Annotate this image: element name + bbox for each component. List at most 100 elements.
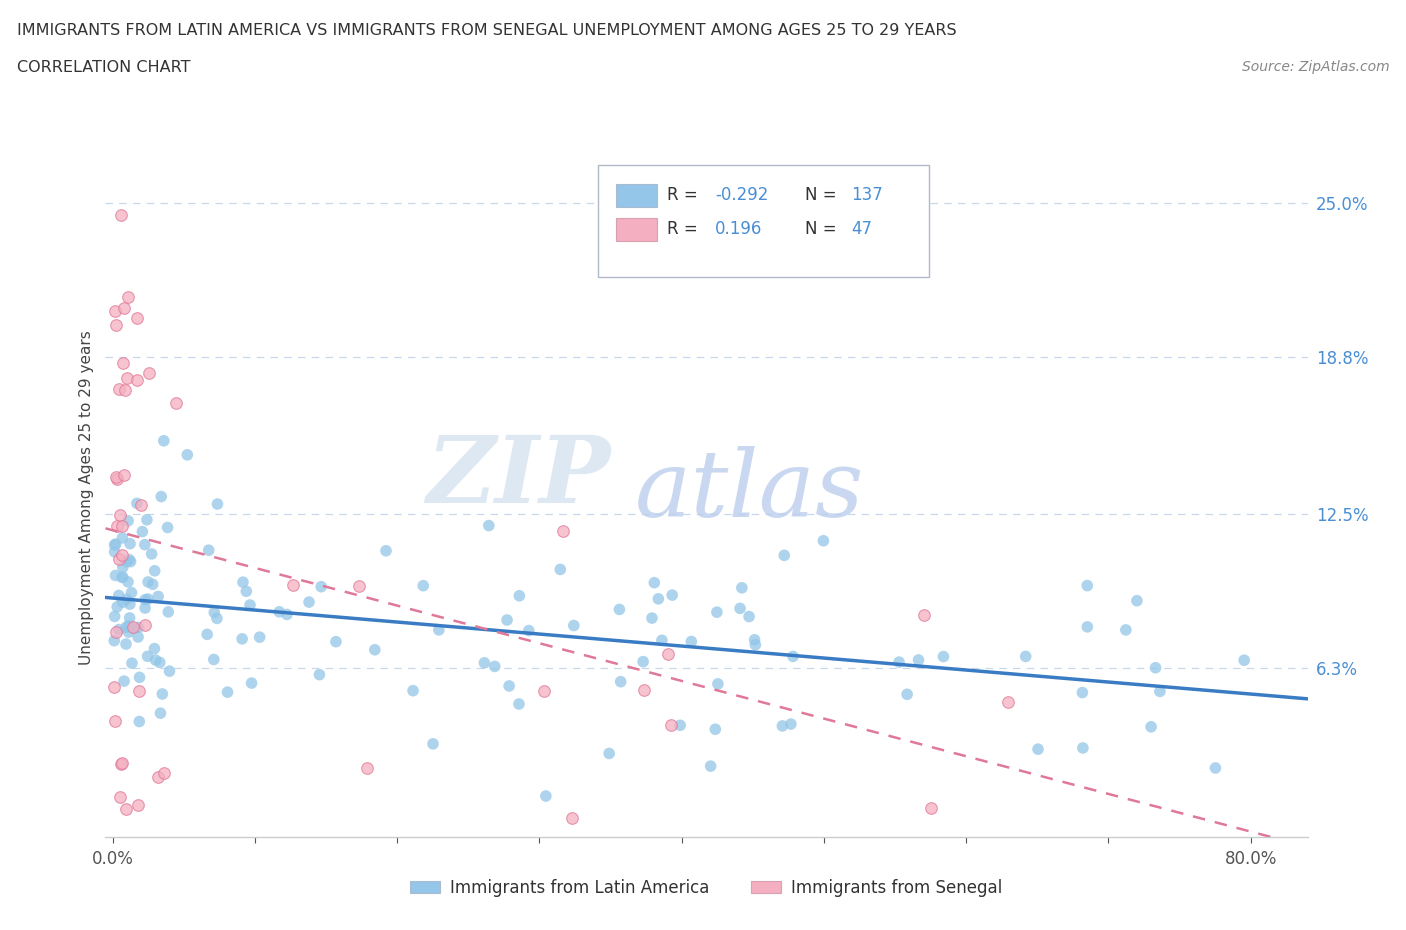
Point <box>561 811 583 826</box>
Text: 47: 47 <box>851 220 872 238</box>
Point <box>738 609 761 624</box>
Point <box>609 674 631 689</box>
Point <box>104 537 127 551</box>
Point <box>782 649 804 664</box>
Text: atlas: atlas <box>634 445 863 536</box>
Point <box>105 625 128 640</box>
Point <box>1204 761 1226 776</box>
Point <box>112 468 135 483</box>
Text: 0.196: 0.196 <box>714 220 762 238</box>
Point <box>111 547 134 562</box>
Point <box>110 756 132 771</box>
Point <box>122 619 145 634</box>
Point <box>681 634 703 649</box>
Point <box>134 601 156 616</box>
Point <box>779 717 801 732</box>
Point <box>921 801 943 816</box>
Point <box>104 568 127 583</box>
Point <box>669 718 692 733</box>
Point <box>108 622 131 637</box>
Point <box>202 605 225 620</box>
Point <box>107 551 129 566</box>
Point <box>135 512 157 527</box>
Point <box>120 537 142 551</box>
Point <box>150 686 173 701</box>
Point <box>356 761 378 776</box>
Point <box>115 554 138 569</box>
Point <box>298 594 321 609</box>
Point <box>136 575 159 590</box>
Point <box>128 714 150 729</box>
Point <box>110 208 132 223</box>
Y-axis label: Unemployment Among Ages 25 to 29 years: Unemployment Among Ages 25 to 29 years <box>79 330 94 665</box>
Point <box>422 737 444 751</box>
Point <box>117 618 139 633</box>
Point <box>104 303 127 318</box>
Point <box>117 289 139 304</box>
Point <box>111 570 134 585</box>
Point <box>281 578 304 592</box>
Point <box>240 675 263 690</box>
Point <box>773 548 796 563</box>
Point <box>235 584 257 599</box>
Point <box>217 684 239 699</box>
Point <box>349 578 371 593</box>
Point <box>149 706 172 721</box>
Point <box>115 802 138 817</box>
Point <box>131 525 153 539</box>
Point <box>896 687 918 702</box>
Point <box>111 756 134 771</box>
Point <box>412 578 434 593</box>
Text: -0.292: -0.292 <box>714 186 768 205</box>
Point <box>231 631 253 646</box>
Point <box>125 496 148 511</box>
Point <box>150 489 173 504</box>
Point <box>103 680 125 695</box>
Point <box>127 798 149 813</box>
Point <box>143 641 166 656</box>
Point <box>1144 660 1167 675</box>
Point <box>111 595 134 610</box>
Point <box>813 533 835 548</box>
Point <box>127 630 149 644</box>
Point <box>117 513 139 528</box>
Point <box>118 597 141 612</box>
Text: R =: R = <box>666 186 697 205</box>
Point <box>104 714 127 729</box>
Point <box>484 659 506 674</box>
FancyBboxPatch shape <box>599 165 929 277</box>
Point <box>104 544 127 559</box>
Point <box>118 552 141 567</box>
Point <box>498 679 520 694</box>
Point <box>427 622 450 637</box>
Point <box>157 604 180 619</box>
Point <box>609 602 631 617</box>
Point <box>152 433 174 448</box>
Point <box>128 684 150 698</box>
Point <box>744 637 766 652</box>
Point <box>104 609 127 624</box>
Legend: Immigrants from Latin America, Immigrants from Senegal: Immigrants from Latin America, Immigrant… <box>404 872 1010 903</box>
Point <box>145 653 167 668</box>
Text: 137: 137 <box>851 186 883 205</box>
Point <box>111 518 134 533</box>
Point <box>1076 619 1098 634</box>
Point <box>103 538 125 552</box>
Point <box>114 382 136 397</box>
Point <box>134 592 156 607</box>
Point <box>744 632 766 647</box>
Point <box>706 604 728 619</box>
Point <box>120 554 142 569</box>
Point <box>1026 742 1049 757</box>
Point <box>731 580 754 595</box>
Point <box>108 790 131 804</box>
Point <box>1149 684 1171 698</box>
Point <box>117 625 139 640</box>
Point <box>534 789 557 804</box>
Point <box>631 654 654 669</box>
Point <box>402 684 425 698</box>
Point <box>533 684 555 698</box>
Point <box>364 643 387 658</box>
Point <box>496 613 519 628</box>
Point <box>125 310 148 325</box>
